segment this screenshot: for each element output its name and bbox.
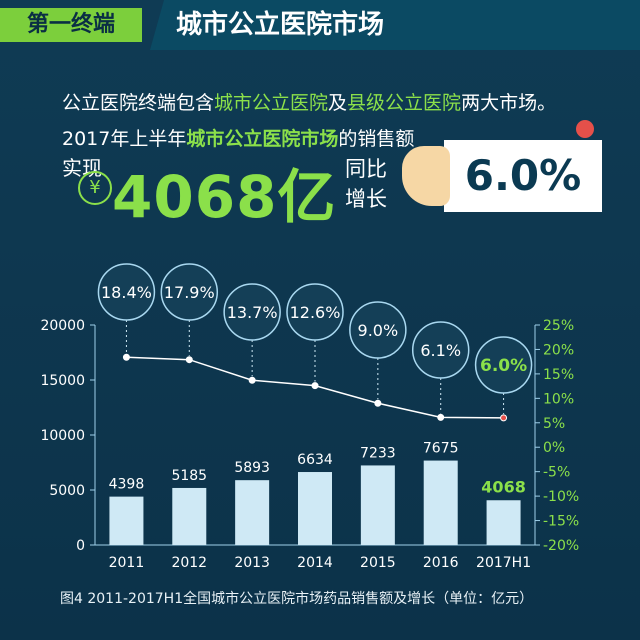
bar (298, 472, 332, 545)
growth-bubble (223, 283, 281, 341)
growth-data-label: 13.7% (227, 303, 278, 322)
yen-icon: ¥ (78, 171, 112, 205)
growth-data-label: 9.0% (358, 321, 399, 340)
growth-bubble (411, 321, 470, 379)
bar (109, 496, 144, 545)
x-tick-label: 2014 (297, 555, 333, 571)
growth-card: 6.0% (444, 140, 602, 212)
bar (235, 480, 270, 545)
y-right-tick-label: 5% (543, 416, 565, 432)
y-right-tick-label: 10% (543, 391, 574, 407)
growth-data-label: 17.9% (164, 283, 215, 302)
bar-data-label: 4398 (109, 477, 145, 493)
growth-point (122, 353, 130, 361)
x-tick-label: 2012 (171, 555, 207, 571)
y-left-tick-label: 0 (76, 538, 85, 554)
growth-data-label: 6.1% (420, 341, 461, 360)
figure-caption: 图4 2011-2017H1全国城市公立医院市场药品销售额及增长（单位：亿元） (60, 591, 534, 607)
growth-bubble (286, 283, 344, 341)
y-right-tick-label: 0% (543, 440, 565, 456)
bar-data-label: 6634 (297, 452, 333, 468)
intro-text: 公立医院终端包含城市公立医院及县级公立医院两大市场。 (62, 92, 557, 114)
y-right-tick-label: -20% (543, 538, 579, 554)
growth-bubble (97, 263, 156, 321)
bar (360, 465, 395, 545)
bar-data-label: 4068 (481, 477, 526, 496)
growth-bubble (160, 263, 219, 321)
y-left-tick-label: 10000 (40, 428, 85, 444)
y-right-tick-label: 15% (543, 367, 574, 383)
award-ribbon-icon (576, 120, 594, 138)
y-right-tick-label: 20% (543, 342, 574, 358)
bar (486, 500, 521, 545)
bar-data-label: 5185 (171, 468, 207, 484)
growth-point (374, 399, 382, 407)
growth-bubble (349, 301, 407, 359)
section-tag: 第一终端 (0, 8, 142, 42)
growth-data-label: 12.6% (290, 303, 341, 322)
page-title: 城市公立医院市场 (150, 0, 640, 50)
y-left-tick-label: 5000 (49, 483, 85, 499)
sales-chart: 0 5000 10000 15000 20000 -20% -15% -10% -5% 0% 5% 1… (40, 263, 579, 571)
yoy-label: 同比增长 (345, 157, 387, 211)
sales-line: 2017年上半年城市公立医院市场的销售额 (62, 128, 415, 150)
y-right-tick-label: -10% (543, 489, 579, 505)
bar-data-label: 5893 (234, 460, 270, 476)
bar (423, 460, 458, 545)
growth-data-label: 6.0% (480, 356, 527, 376)
x-tick-label: 2015 (360, 555, 396, 571)
growth-data-label: 18.4% (101, 283, 152, 302)
bar-data-label: 7675 (423, 441, 459, 457)
growth-point (311, 382, 319, 390)
y-right-tick-label: -15% (543, 514, 579, 530)
growth-point (185, 356, 193, 364)
y-left-tick-label: 20000 (40, 318, 85, 334)
sales-value: 4068亿 (112, 163, 337, 231)
x-tick-label: 2013 (234, 555, 270, 571)
growth-point (248, 376, 256, 384)
growth-point (500, 414, 508, 422)
y-right-tick-label: 25% (543, 318, 574, 334)
y-left-tick-label: 15000 (40, 373, 85, 389)
x-tick-label: 2011 (109, 555, 145, 571)
y-right-tick-label: -5% (543, 465, 570, 481)
growth-point (437, 413, 445, 421)
bar-data-label: 7233 (360, 445, 396, 461)
growth-bubble (474, 336, 533, 394)
bar (172, 487, 207, 545)
x-tick-label: 2016 (423, 555, 459, 571)
hand-icon (402, 146, 450, 206)
x-tick-label: 2017H1 (476, 555, 531, 571)
